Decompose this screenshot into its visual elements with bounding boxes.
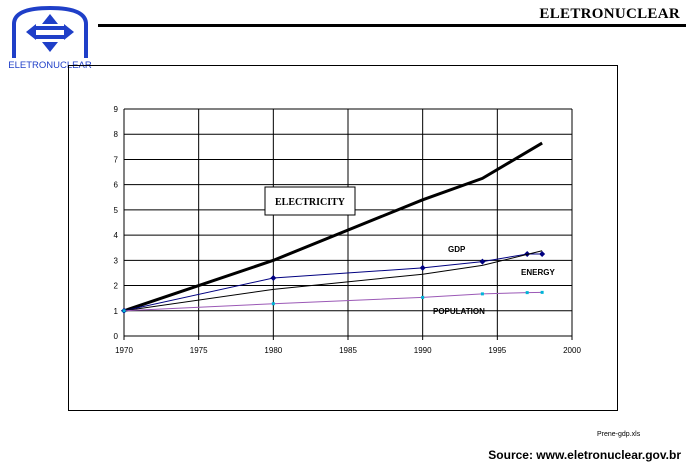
x-tick-label: 1980 — [264, 346, 282, 355]
data-point-gdp — [479, 258, 486, 265]
data-point-population — [271, 302, 275, 306]
header-rule — [98, 24, 686, 27]
energy-label: ENERGY — [521, 268, 555, 277]
y-tick-label: 3 — [114, 256, 119, 265]
y-tick-label: 2 — [114, 282, 119, 291]
file-note: Prene-gdp.xls — [597, 431, 641, 438]
electricity-label: ELECTRICITY — [275, 197, 346, 208]
y-tick-label: 5 — [114, 206, 119, 215]
brand-title: ELETRONUCLEAR — [539, 6, 680, 22]
series-line-energy — [123, 250, 543, 312]
y-tick-label: 9 — [114, 105, 119, 114]
electricity-label-box — [264, 186, 356, 216]
x-tick-label: 1990 — [414, 346, 432, 355]
chart-frame: 0 1 2 3 4 5 6 7 8 9 1970 1975 1980 1985 1990 1995 2000 EL… — [68, 65, 618, 411]
x-tick-label: 1995 — [488, 346, 506, 355]
x-tick-label: 2000 — [563, 346, 581, 355]
data-point-gdp — [270, 274, 277, 281]
gdp-label: GDP — [448, 245, 466, 254]
eletronuclear-logo: ELETRONUCLEAR — [6, 2, 94, 71]
series-line-population — [123, 291, 543, 312]
y-tick-label: 6 — [114, 181, 119, 190]
x-tick-label: 1975 — [190, 346, 208, 355]
y-tick-label: 0 — [114, 332, 119, 341]
x-tick-label: 1985 — [339, 346, 357, 355]
data-point-population — [525, 291, 529, 295]
y-tick-label: 8 — [114, 130, 119, 139]
data-point-gdp — [419, 264, 426, 271]
y-tick-label: 4 — [114, 231, 119, 240]
data-point-population — [421, 295, 425, 299]
data-point-population — [480, 292, 484, 296]
data-point-gdp — [539, 251, 546, 258]
data-point-population — [122, 309, 126, 313]
population-label: POPULATION — [433, 307, 485, 316]
logo-wordmark: ELETRONUCLEAR — [8, 60, 92, 70]
x-tick-label: 1970 — [115, 346, 133, 355]
line-chart: 0 1 2 3 4 5 6 7 8 9 1970 1975 1980 1985 1990 1995 2000 EL… — [114, 105, 582, 355]
series-line-electricity — [123, 141, 543, 313]
y-tick-label: 7 — [114, 155, 119, 164]
data-point-population — [540, 290, 544, 294]
y-tick-label: 1 — [114, 307, 119, 316]
source-credit: Source: www.eletronuclear.gov.br — [488, 448, 681, 462]
